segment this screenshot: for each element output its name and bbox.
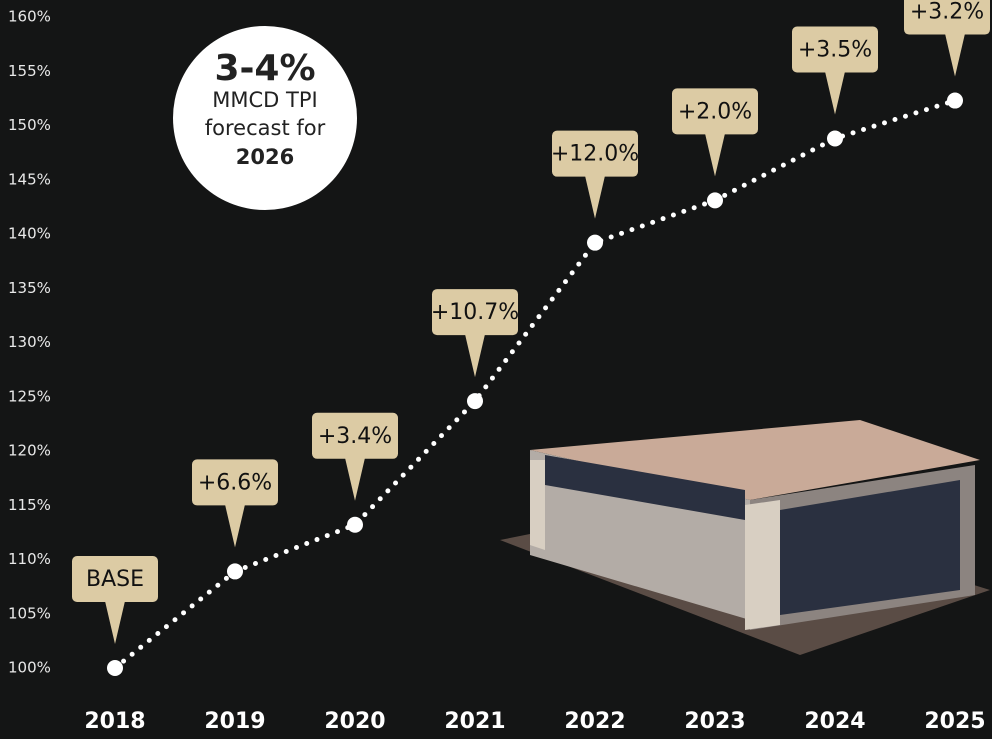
badge-year: 2026 bbox=[236, 145, 294, 169]
dotted-line bbox=[112, 98, 958, 671]
point bbox=[587, 234, 603, 251]
badge-circle bbox=[173, 26, 357, 210]
callout-pointer bbox=[105, 601, 125, 644]
y-tick-label: 105% bbox=[8, 604, 51, 622]
callout-label: +3.4% bbox=[318, 424, 392, 449]
callout: BASE bbox=[72, 556, 158, 644]
callout-box bbox=[312, 412, 398, 459]
callout-label: +3.5% bbox=[798, 38, 872, 63]
callout-box bbox=[432, 289, 518, 336]
callout-label: +2.0% bbox=[678, 99, 752, 124]
y-tick-label: 125% bbox=[8, 387, 51, 405]
callout-pointer bbox=[945, 33, 965, 77]
callout: +12.0% bbox=[551, 130, 639, 219]
point bbox=[107, 660, 123, 676]
x-tick-label: 2021 bbox=[444, 709, 505, 734]
callout: +3.4% bbox=[312, 412, 398, 501]
y-tick-label: 140% bbox=[8, 225, 51, 243]
callout-box bbox=[192, 459, 278, 506]
forecast-badge: 3-4% MMCD TPI forecast for 2026 bbox=[173, 26, 357, 210]
point bbox=[467, 393, 483, 410]
y-tick-label: 110% bbox=[8, 550, 51, 568]
callout-label: +6.6% bbox=[198, 470, 272, 495]
x-tick-label: 2022 bbox=[564, 709, 625, 734]
callout-pointer bbox=[225, 504, 245, 548]
building bbox=[500, 420, 990, 655]
callout-box bbox=[672, 88, 758, 135]
callout-box bbox=[792, 26, 878, 73]
callout-pointer bbox=[585, 175, 605, 219]
x-tick-label: 2024 bbox=[804, 709, 865, 734]
point bbox=[347, 516, 363, 533]
y-tick-label: 120% bbox=[8, 442, 51, 460]
badge-line: MMCD TPI bbox=[212, 88, 317, 112]
point bbox=[827, 130, 843, 147]
x-tick-label: 2019 bbox=[204, 709, 265, 734]
callout-pointer bbox=[345, 457, 365, 501]
callout-pointer bbox=[825, 71, 845, 115]
callout: +2.0% bbox=[672, 88, 758, 177]
y-tick-label: 160% bbox=[8, 8, 51, 26]
x-tick-label: 2023 bbox=[684, 709, 745, 734]
badge-headline: 3-4% bbox=[214, 48, 315, 89]
point bbox=[227, 563, 243, 580]
x-tick-label: 2020 bbox=[324, 709, 385, 734]
y-tick-label: 115% bbox=[8, 496, 51, 514]
y-tick-label: 150% bbox=[8, 116, 51, 134]
callout-box bbox=[552, 130, 638, 177]
callout: +3.5% bbox=[792, 26, 878, 115]
callout-pointer bbox=[465, 334, 485, 378]
x-tick-label: 2018 bbox=[84, 709, 145, 734]
y-tick-label: 145% bbox=[8, 170, 51, 188]
callout-pointer bbox=[705, 133, 725, 177]
point bbox=[707, 192, 723, 209]
callout: +3.2% bbox=[904, 0, 990, 77]
y-tick-label: 155% bbox=[8, 62, 51, 80]
y-tick-label: 100% bbox=[8, 659, 51, 677]
callout-label: +12.0% bbox=[551, 142, 639, 167]
badge-line: forecast for bbox=[205, 116, 326, 140]
point bbox=[947, 92, 963, 109]
y-tick-label: 135% bbox=[8, 279, 51, 297]
y-tick-label: 130% bbox=[8, 333, 51, 351]
callout-label: +3.2% bbox=[910, 0, 984, 25]
callout: +6.6% bbox=[192, 459, 278, 548]
callout: +10.7% bbox=[431, 289, 519, 378]
callout-box bbox=[72, 556, 158, 602]
callout-label: BASE bbox=[86, 567, 144, 592]
x-tick-label: 2025 bbox=[924, 709, 985, 734]
callout-box bbox=[904, 0, 990, 35]
callout-label: +10.7% bbox=[431, 300, 519, 325]
